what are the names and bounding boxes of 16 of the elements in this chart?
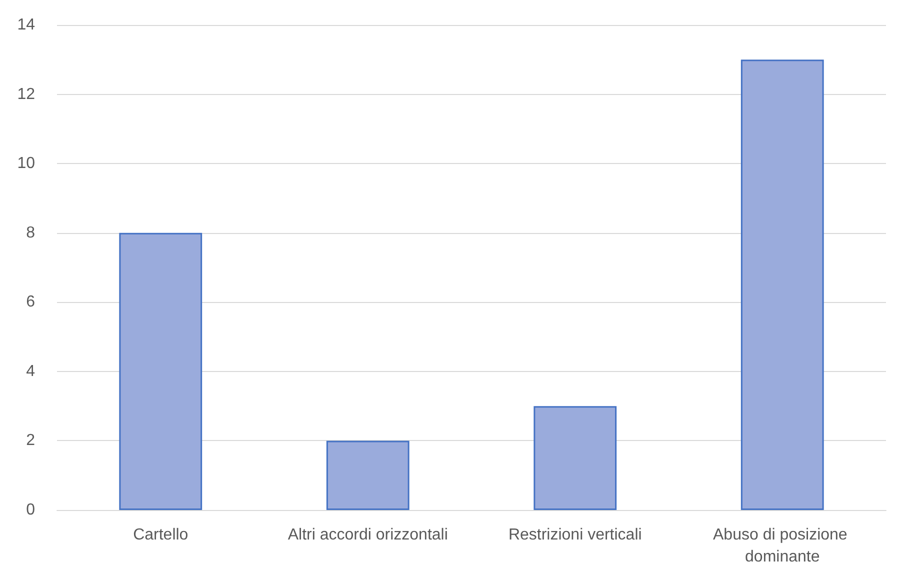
x-tick-label: Abuso di posizione dominante <box>712 526 852 566</box>
y-tick-label: 14 <box>17 16 36 34</box>
x-tick-label: Cartello <box>133 526 188 544</box>
y-tick-label: 10 <box>17 155 36 172</box>
x-tick-label: Altri accordi orizzontali <box>288 526 448 544</box>
y-tick-label: 4 <box>26 362 36 380</box>
bar <box>534 406 617 510</box>
bar <box>119 232 202 510</box>
bar <box>326 440 410 510</box>
y-tick-label: 6 <box>26 294 36 311</box>
y-tick-label: 8 <box>26 224 36 242</box>
y-tick-label: 0 <box>26 502 36 518</box>
y-tick-label: 12 <box>17 86 36 103</box>
bar <box>740 60 824 510</box>
y-tick-label: 2 <box>26 432 36 450</box>
x-tick-label: Restrizioni verticali <box>508 526 642 544</box>
